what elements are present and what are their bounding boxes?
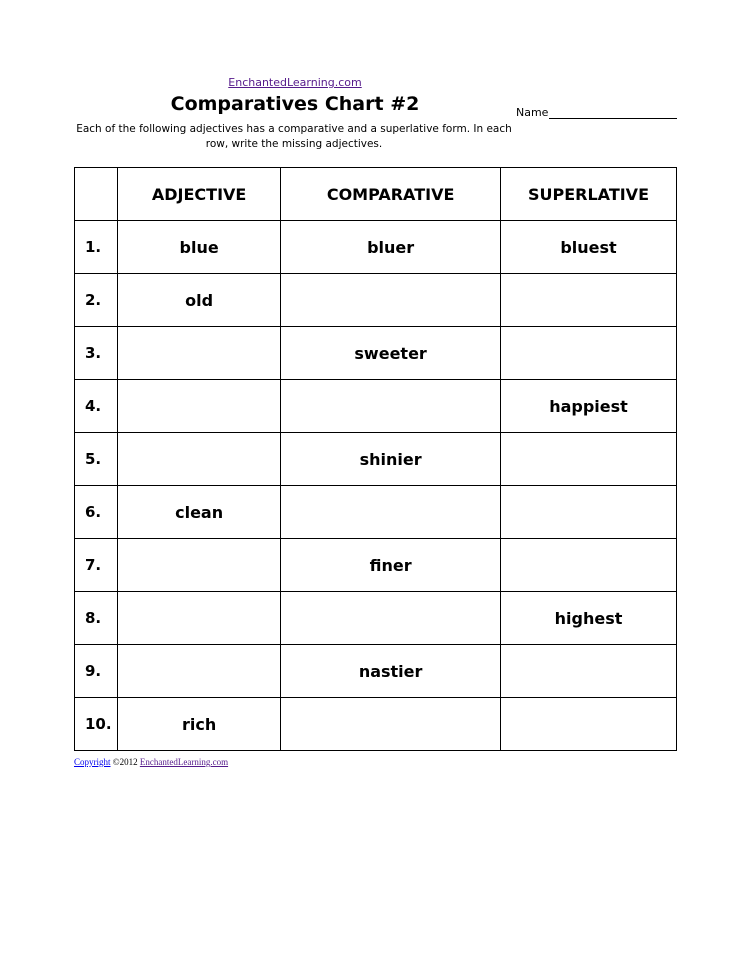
table-row: 10. rich <box>74 697 677 751</box>
table-cell: sweeter <box>280 326 501 380</box>
table-cell <box>500 485 677 539</box>
table-cell <box>500 432 677 486</box>
table-cell: nastier <box>280 644 501 698</box>
row-number: 4. <box>74 379 118 433</box>
row-number: 7. <box>74 538 118 592</box>
comparatives-table: ADJECTIVE COMPARATIVE SUPERLATIVE 1. blue bl… <box>74 167 677 751</box>
name-field: Name <box>516 106 678 119</box>
table-cell <box>280 591 501 645</box>
table-cell: clean <box>116 485 282 539</box>
table-row: 8. highest <box>74 591 677 645</box>
table-cell <box>280 273 501 327</box>
table-cell <box>116 432 282 486</box>
instructions: Each of the following adjectives has a c… <box>76 123 512 150</box>
row-number: 1. <box>74 220 118 274</box>
row-number: 8. <box>74 591 118 645</box>
table-cell: happiest <box>500 379 677 433</box>
table-row: 2. old <box>74 273 677 327</box>
name-line <box>549 106 678 119</box>
column-header: ADJECTIVE <box>116 167 282 221</box>
table-row: 7. finer <box>74 538 677 592</box>
table-row: 4. happiest <box>74 379 677 433</box>
table-cell <box>280 485 501 539</box>
row-number: 5. <box>74 432 118 486</box>
table-cell <box>280 697 501 751</box>
footer: Copyright ©2012 EnchantedLearning.com <box>74 757 228 767</box>
row-number: 9. <box>74 644 118 698</box>
copyright-year: ©2012 <box>110 757 140 767</box>
footer-site-link[interactable]: EnchantedLearning.com <box>139 757 229 767</box>
table-row: 5. shinier <box>74 432 677 486</box>
table-cell: bluer <box>280 220 501 274</box>
table-row: 6. clean <box>74 485 677 539</box>
table-cell: old <box>116 273 282 327</box>
page-title: Comparatives Chart #2 <box>170 93 420 115</box>
column-header <box>74 167 118 221</box>
table-cell <box>116 326 282 380</box>
table-cell: rich <box>116 697 282 751</box>
site-link[interactable]: EnchantedLearning.com <box>228 76 362 89</box>
table-cell: finer <box>280 538 501 592</box>
table-cell: shinier <box>280 432 501 486</box>
table-cell <box>500 326 677 380</box>
table-cell <box>500 538 677 592</box>
table-cell <box>500 644 677 698</box>
row-number: 6. <box>74 485 118 539</box>
table-cell <box>500 273 677 327</box>
table-row: 3. sweeter <box>74 326 677 380</box>
copyright-link[interactable]: Copyright <box>74 757 111 767</box>
table-row: 1. blue bluer bluest <box>74 220 677 274</box>
table-cell <box>116 379 282 433</box>
row-number: 2. <box>74 273 118 327</box>
row-number: 3. <box>74 326 118 380</box>
name-label: Name <box>516 106 549 119</box>
column-header: COMPARATIVE <box>280 167 501 221</box>
column-header: SUPERLATIVE <box>500 167 677 221</box>
table-cell: highest <box>500 591 677 645</box>
table-cell <box>116 538 282 592</box>
table-cell <box>116 644 282 698</box>
table-row: 9. nastier <box>74 644 677 698</box>
table-cell: bluest <box>500 220 677 274</box>
table-cell <box>500 697 677 751</box>
row-number: 10. <box>74 697 118 751</box>
table-cell: blue <box>116 220 282 274</box>
table-cell <box>280 379 501 433</box>
table-cell <box>116 591 282 645</box>
